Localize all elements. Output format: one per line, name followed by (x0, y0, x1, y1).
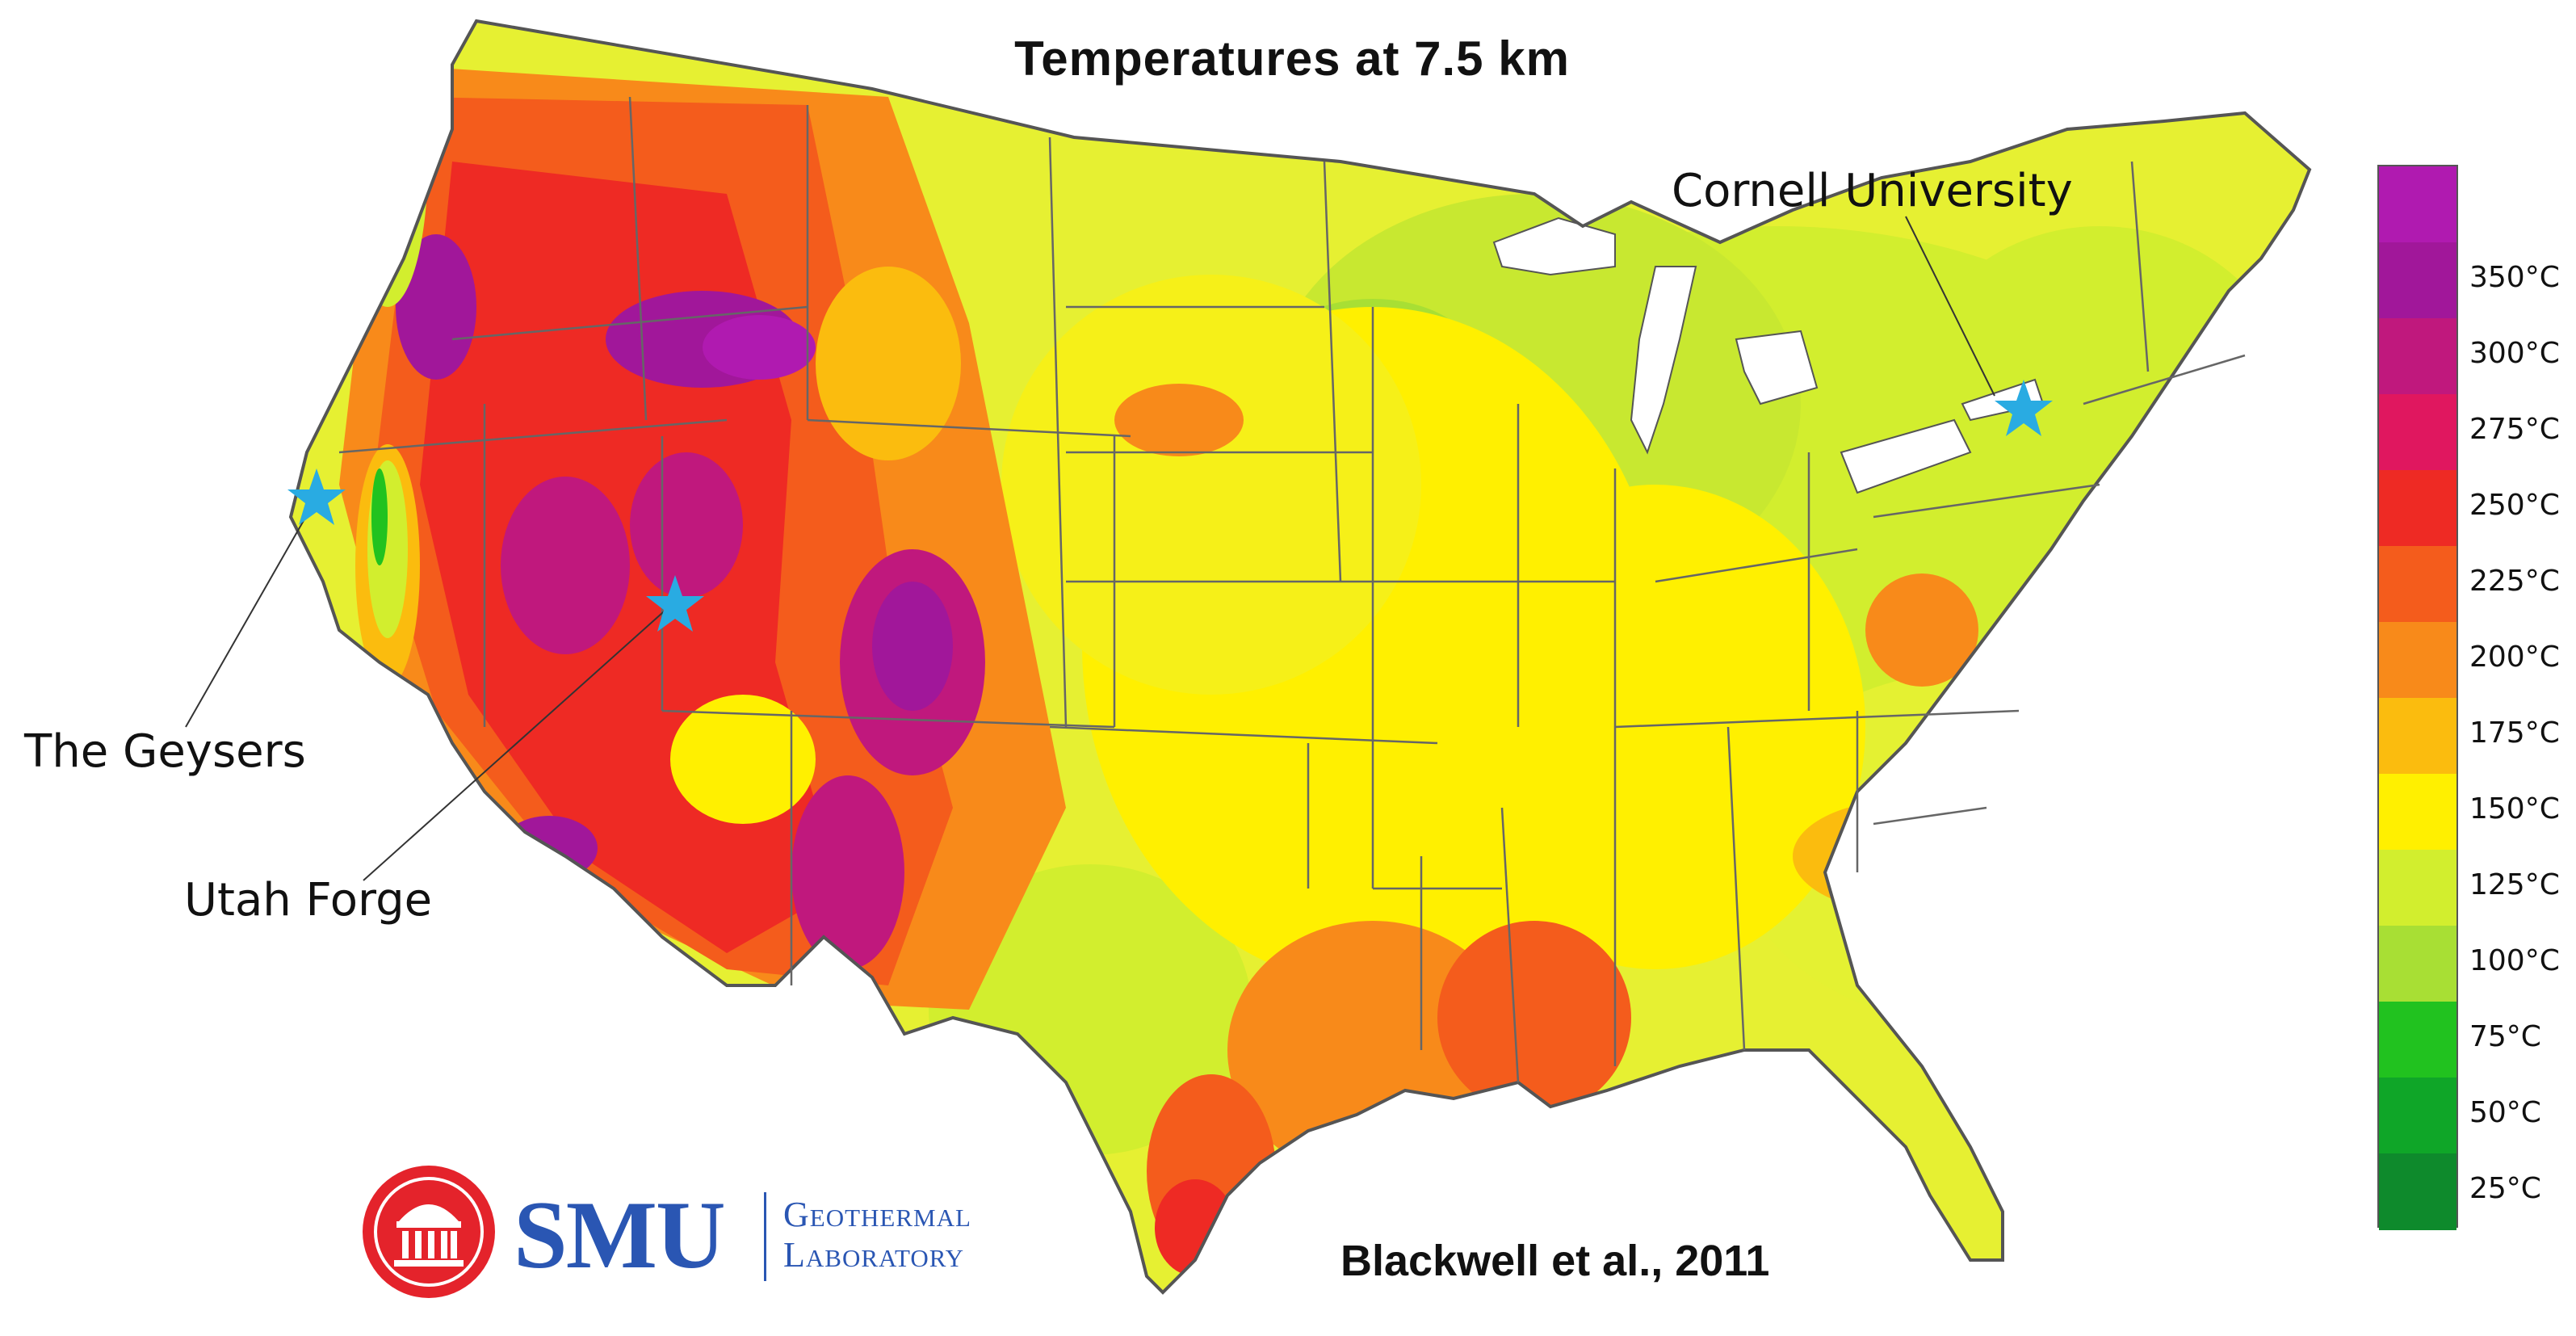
legend-tick: 25°C (2469, 1172, 2541, 1205)
legend-tick: 225°C (2469, 565, 2560, 598)
legend-swatch (2379, 774, 2456, 851)
legend-tick: 175°C (2469, 716, 2560, 750)
star-marker-cornell (1995, 380, 2053, 436)
legend-tick: 300°C (2469, 337, 2560, 370)
star-marker-forge (646, 575, 704, 632)
legend-swatch (2379, 926, 2456, 1002)
legend-swatch (2379, 546, 2456, 623)
legend-swatch (2379, 1078, 2456, 1154)
site-label-geysers: The Geysers (24, 725, 306, 778)
legend-swatch (2379, 850, 2456, 926)
legend-swatch (2379, 698, 2456, 775)
legend-swatch (2379, 470, 2456, 547)
legend-tick: 350°C (2469, 261, 2560, 294)
legend-swatch (2379, 318, 2456, 395)
legend-tick: 100°C (2469, 944, 2560, 977)
legend-tick: 275°C (2469, 413, 2560, 446)
site-label-forge: Utah Forge (184, 874, 433, 926)
legend-tick: 250°C (2469, 489, 2560, 522)
legend-swatch (2379, 166, 2456, 243)
site-label-cornell: Cornell University (1672, 165, 2073, 217)
legend-tick: 200°C (2469, 641, 2560, 674)
legend-tick: 125°C (2469, 868, 2560, 901)
logo-line-1: Geothermal (783, 1195, 971, 1234)
map-title: Temperatures at 7.5 km (1014, 32, 1570, 86)
legend-tick: 50°C (2469, 1096, 2541, 1129)
legend-swatch (2379, 242, 2456, 319)
legend-swatch (2379, 1002, 2456, 1078)
legend-swatch (2379, 1153, 2456, 1230)
color-legend (2377, 165, 2458, 1230)
logo-line-2: Laboratory (783, 1235, 965, 1275)
legend-tick: 75°C (2469, 1020, 2541, 1053)
smu-logo: SMU Geothermal Laboratory (360, 1163, 1047, 1309)
star-marker-geysers (287, 468, 346, 525)
legend-tick: 150°C (2469, 792, 2560, 826)
legend-swatch (2379, 394, 2456, 471)
seal-icon (363, 1166, 495, 1298)
logo-divider (764, 1192, 766, 1281)
legend-swatch (2379, 622, 2456, 699)
logo-smu-text: SMU (514, 1181, 726, 1288)
citation: Blackwell et al., 2011 (1340, 1237, 1770, 1285)
